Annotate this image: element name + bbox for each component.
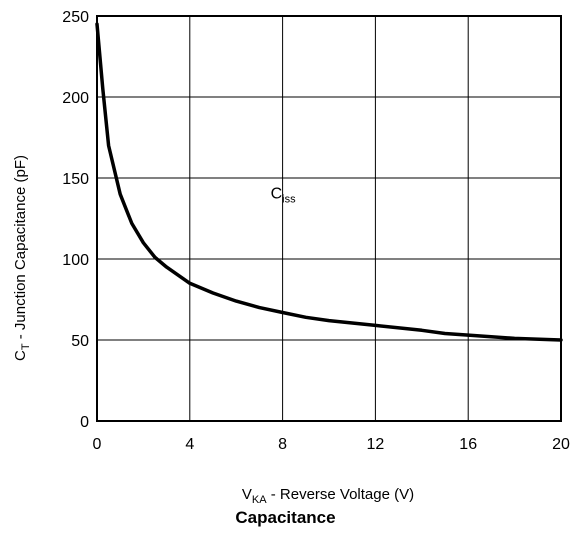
- grid: [97, 16, 561, 421]
- y-tick-label: 0: [80, 414, 89, 431]
- series-layer: [95, 22, 563, 342]
- x-tick-label: 4: [185, 436, 194, 453]
- y-axis-label: CT - Junction Capacitance (pF): [12, 155, 32, 361]
- chart-title: Capacitance: [235, 508, 336, 527]
- y-tick-label: 100: [62, 252, 89, 269]
- y-tick-label: 250: [62, 9, 89, 26]
- x-tick-label: 16: [459, 436, 477, 453]
- y-tick-label: 200: [62, 90, 89, 107]
- x-axis-label: VKA - Reverse Voltage (V): [242, 486, 414, 506]
- y-tick-label: 150: [62, 171, 89, 188]
- y-tick-label: 50: [71, 333, 89, 350]
- x-tick-label: 20: [552, 436, 570, 453]
- plot-frame: [96, 15, 562, 422]
- series-line: [95, 22, 563, 342]
- x-tick-label: 0: [93, 436, 102, 453]
- annotation-layer: Ciss: [271, 186, 297, 206]
- x-tick-label: 12: [367, 436, 385, 453]
- series-annotation: Ciss: [271, 186, 297, 206]
- x-tick-label: 8: [278, 436, 287, 453]
